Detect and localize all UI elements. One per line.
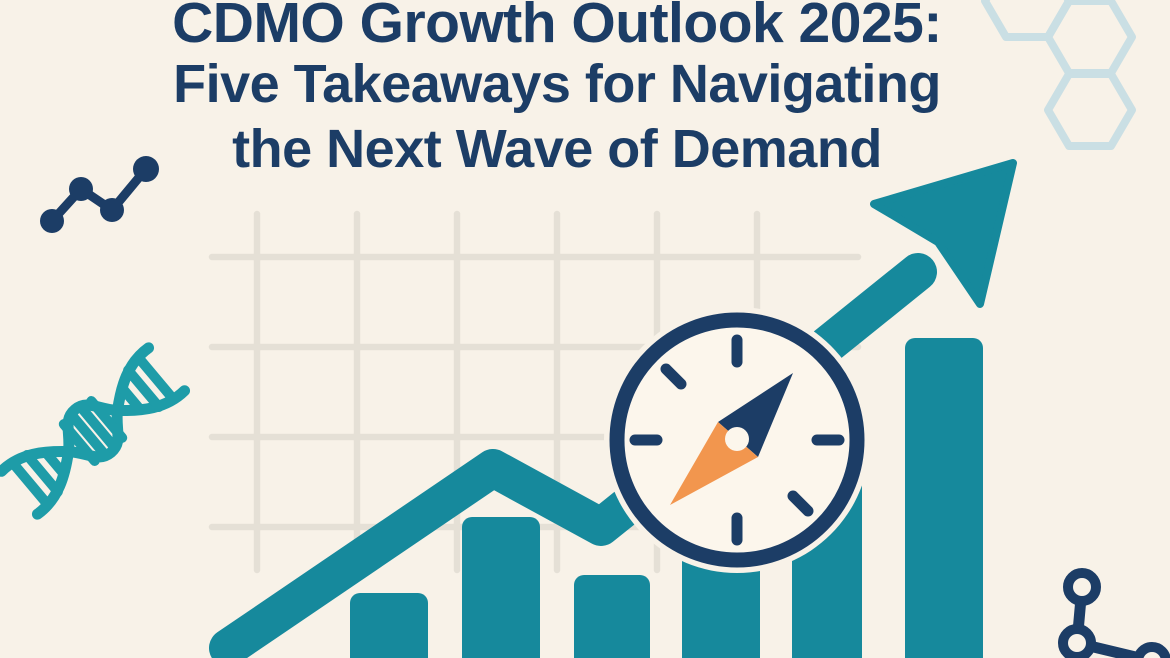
page-title: CDMO Growth Outlook 2025: Five Takeaways… — [0, 0, 1114, 182]
compass-ticks — [629, 334, 845, 546]
title-line-3: the Next Wave of Demand — [232, 119, 882, 179]
arrow-head — [870, 159, 1017, 308]
dna-icon — [0, 342, 191, 520]
hexagon-pattern-icon — [981, 0, 1136, 150]
bar — [350, 593, 428, 658]
compass-tick — [787, 490, 814, 517]
compass-tick — [660, 363, 687, 390]
bar — [574, 575, 650, 658]
molecule-icon — [1058, 568, 1170, 658]
hexagon — [1044, 70, 1136, 150]
title-line-1: CDMO Growth Outlook 2025: — [172, 0, 942, 55]
bar — [905, 338, 983, 658]
title-line-2: Five Takeaways for Navigating — [173, 54, 941, 114]
compass-icon — [604, 307, 870, 573]
compass-hub — [725, 427, 749, 451]
bar — [462, 517, 540, 658]
line-chart-icon — [40, 156, 159, 233]
compass-needle — [670, 373, 793, 505]
